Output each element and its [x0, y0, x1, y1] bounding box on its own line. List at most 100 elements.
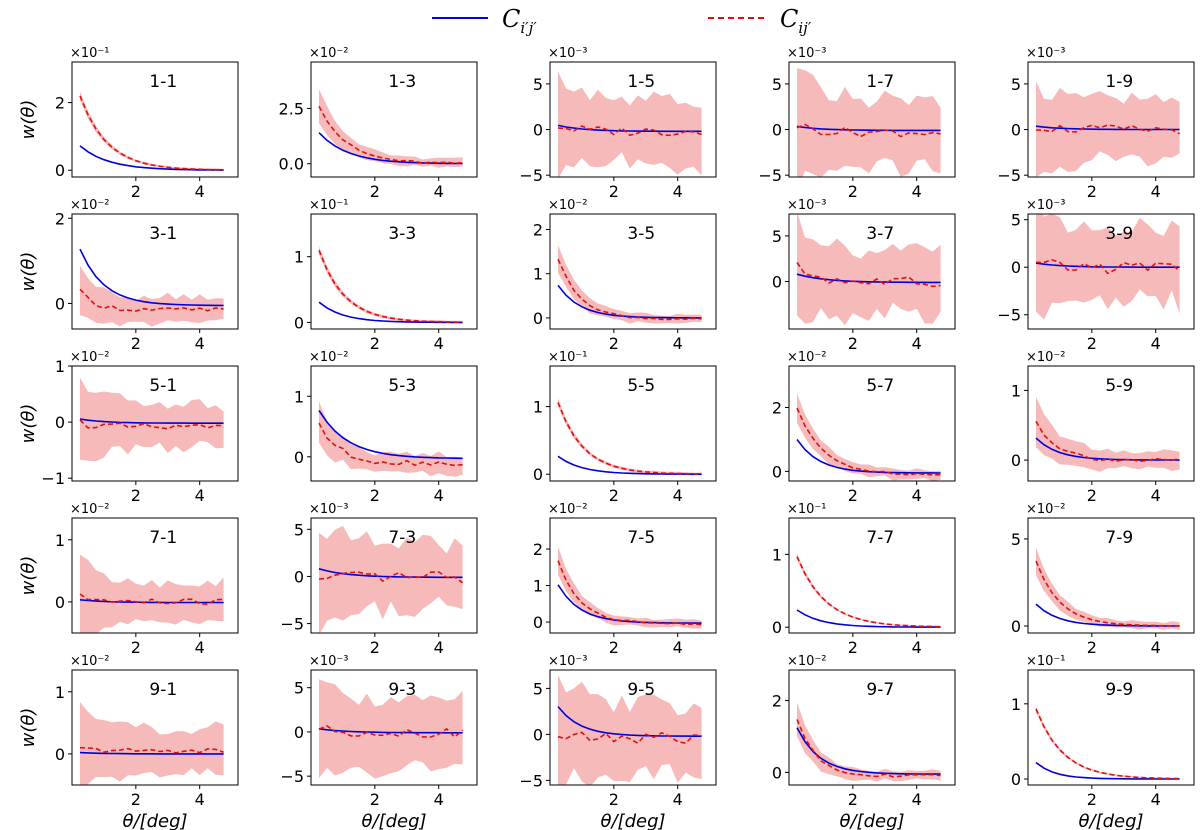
error-band — [1036, 706, 1180, 780]
y-tick-label: 5 — [772, 227, 782, 246]
data-series-line — [1035, 560, 1180, 627]
plot-area — [79, 377, 224, 462]
y-tick-label: 0 — [294, 723, 304, 742]
plot-area — [318, 401, 463, 477]
y-tick-label: −5 — [758, 166, 782, 185]
error-band — [80, 265, 224, 327]
x-tick-label: 4 — [1151, 334, 1161, 353]
panel-label: 3-5 — [627, 224, 655, 244]
error-band — [319, 246, 463, 324]
axes-frame — [71, 365, 239, 482]
x-tick-label: 2 — [609, 486, 619, 505]
plot-area — [1035, 396, 1180, 472]
y-exponent-label: ×10⁻² — [70, 654, 110, 669]
axes-frame — [310, 517, 478, 634]
y-tick-label: 0 — [533, 121, 543, 140]
axes-frame — [1027, 669, 1195, 786]
x-tick-label: 4 — [195, 182, 205, 201]
model-series-line — [557, 706, 702, 737]
data-series-line — [796, 123, 941, 138]
panel-5-3: 0 1 2 4 ×10⁻² 5-3 — [294, 350, 478, 505]
model-series-line — [318, 410, 463, 460]
data-series-line — [557, 731, 702, 745]
panel-label: 9-9 — [1105, 680, 1133, 700]
panel-label: 1-1 — [149, 72, 177, 92]
panel-5-7: 0 2 2 4 ×10⁻² 5-7 — [772, 350, 956, 505]
y-tick-label: 0 — [772, 121, 782, 140]
y-exponent-label: ×10⁻² — [548, 198, 588, 213]
plot-area — [79, 702, 224, 785]
y-exponent-label: ×10⁻² — [70, 502, 110, 517]
axes-frame — [1027, 213, 1195, 330]
y-tick-label: 2 — [533, 220, 543, 239]
y-exponent-label: ×10⁻³ — [1026, 198, 1066, 213]
data-series-line — [796, 262, 941, 288]
y-tick-label: 0 — [55, 161, 65, 180]
panel-label: 7-1 — [149, 528, 177, 548]
y-exponent-label: ×10⁻² — [309, 350, 349, 365]
axes-frame — [310, 365, 478, 482]
model-series-line — [796, 609, 941, 628]
axes-frame — [71, 61, 239, 178]
y-tick-label: −1 — [41, 469, 65, 488]
error-band — [797, 553, 941, 628]
error-band — [797, 68, 941, 177]
y-axis-title: w(θ) — [18, 708, 39, 748]
y-tick-label: 0 — [55, 294, 65, 313]
panel-5-9: 0 1 2 4 ×10⁻² 5-9 — [1011, 350, 1195, 505]
x-tick-label: 2 — [609, 182, 619, 201]
data-series-line — [79, 593, 224, 606]
panel-label: 7-9 — [1105, 528, 1133, 548]
x-axis-title: θ/[deg] — [839, 811, 904, 830]
y-exponent-label: ×10⁻³ — [548, 654, 588, 669]
y-exponent-label: ×10⁻¹ — [70, 46, 110, 61]
x-tick-label: 4 — [1151, 790, 1161, 809]
x-axis-title: θ/[deg] — [1078, 811, 1143, 830]
axes-frame — [1027, 61, 1195, 178]
error-band — [558, 245, 702, 324]
x-tick-label: 2 — [1087, 182, 1097, 201]
y-exponent-label: ×10⁻³ — [1026, 46, 1066, 61]
y-exponent-label: ×10⁻³ — [309, 654, 349, 669]
y-tick-label: −5 — [997, 306, 1021, 325]
y-axis-title: w(θ) — [18, 404, 39, 444]
model-series-line — [1035, 437, 1180, 461]
panel-label: 3-1 — [149, 224, 177, 244]
y-tick-label: 5 — [1011, 530, 1021, 549]
data-series-line — [79, 95, 224, 171]
y-axis-title: w(θ) — [18, 556, 39, 596]
panel-3-3: 0 1 2 4 ×10⁻¹ 3-3 — [294, 198, 478, 353]
plot-area — [79, 554, 224, 633]
x-tick-label: 2 — [370, 790, 380, 809]
y-axis-title: w(θ) — [18, 252, 39, 292]
y-tick-label: 1 — [772, 545, 782, 564]
x-tick-label: 2 — [370, 182, 380, 201]
x-tick-label: 2 — [609, 334, 619, 353]
x-tick-label: 2 — [1087, 486, 1097, 505]
axes-frame — [549, 213, 717, 330]
data-series-line — [796, 556, 941, 628]
model-series-line — [1035, 125, 1180, 131]
x-axis-title: θ/[deg] — [600, 811, 665, 830]
x-tick-label: 2 — [848, 790, 858, 809]
y-tick-label: −5 — [519, 771, 543, 790]
y-tick-label: 2 — [772, 692, 782, 711]
data-series-line — [1035, 708, 1180, 780]
x-tick-label: 2 — [848, 334, 858, 353]
data-series-line — [318, 422, 463, 467]
y-tick-label: 2 — [772, 399, 782, 418]
panel-3-1: 0 2 2 4 ×10⁻² 3-1 w(θ) — [18, 198, 239, 353]
panel-label: 7-5 — [627, 528, 655, 548]
x-tick-label: 2 — [1087, 638, 1097, 657]
axes-frame — [71, 517, 239, 634]
y-tick-label: 1 — [55, 683, 65, 702]
x-tick-label: 4 — [912, 790, 922, 809]
y-exponent-label: ×10⁻¹ — [548, 350, 588, 365]
y-tick-label: 0 — [1011, 258, 1021, 277]
y-tick-label: 5 — [294, 520, 304, 539]
model-series-line — [79, 145, 224, 171]
data-series-line — [1035, 258, 1181, 275]
x-axis-title: θ/[deg] — [122, 811, 187, 830]
plot-area — [557, 674, 702, 785]
x-tick-label: 4 — [434, 638, 444, 657]
